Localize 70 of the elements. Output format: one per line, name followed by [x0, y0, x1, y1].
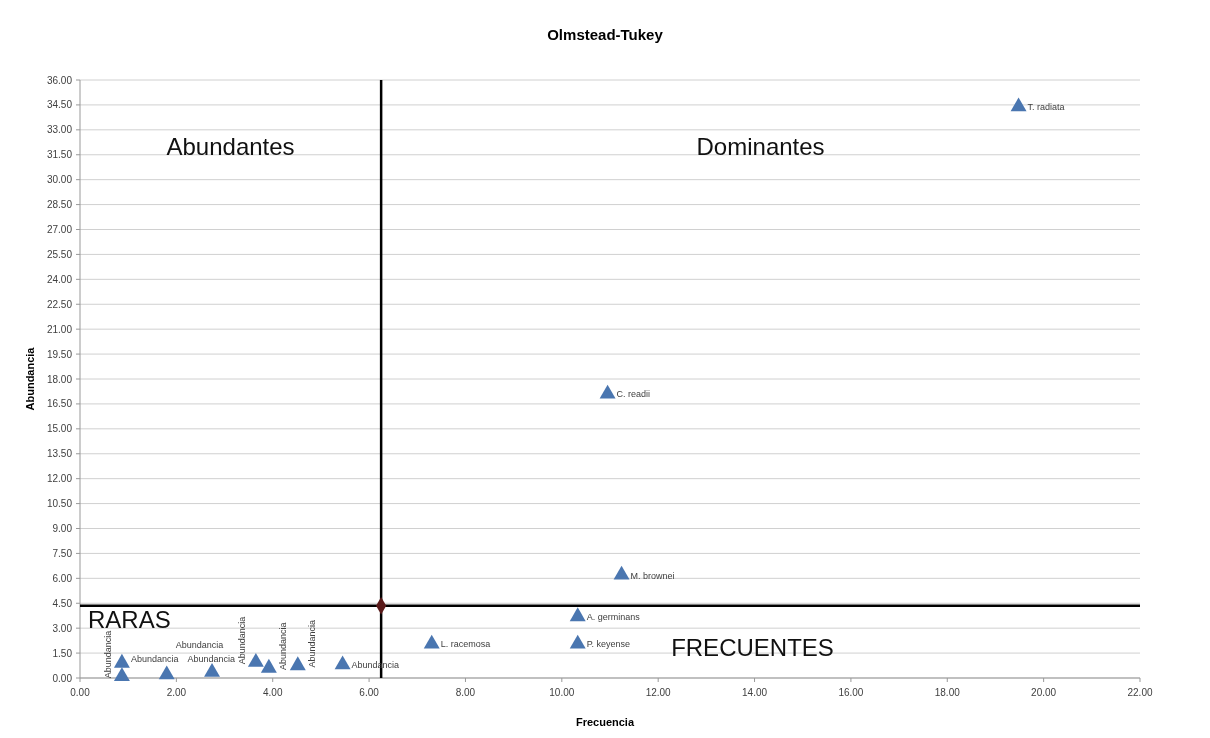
y-tick-label: 36.00: [46, 74, 73, 86]
y-tick-label: 28.50: [46, 199, 73, 211]
series-label: A. germinans: [586, 612, 641, 623]
point: [599, 384, 616, 399]
y-tick-label: 27.00: [46, 224, 73, 235]
y-tick-label: 3.00: [52, 622, 73, 634]
y-tick-label: 13.50: [46, 448, 73, 460]
annotation: FRECUENTES: [671, 633, 834, 661]
point: [260, 658, 277, 673]
annotation: Abundantes: [166, 133, 295, 160]
point: [247, 653, 264, 667]
y-axis-title: Abundancia: [24, 346, 36, 411]
y-tick-label: 15.00: [46, 423, 73, 435]
point: [158, 665, 175, 680]
point: [334, 655, 351, 670]
point: [613, 565, 630, 580]
point: [569, 607, 586, 622]
y-tick-label: 33.00: [46, 124, 73, 136]
x-tick-label: 16.00: [838, 687, 864, 698]
x-tick-label: 14.00: [742, 687, 768, 698]
y-tick-label: 9.00: [52, 523, 73, 534]
x-axis-title: Frecuencia: [575, 716, 635, 728]
y-tick-label: 0.00: [52, 672, 73, 684]
series-label: M. brownei: [630, 570, 675, 581]
y-tick-label: 18.00: [46, 373, 73, 385]
point: [1010, 97, 1027, 112]
x-tick-label: 4.00: [262, 687, 283, 698]
y-tick-label: 16.50: [46, 398, 73, 410]
annotation: Dominantes: [696, 133, 825, 160]
point: [113, 667, 130, 681]
x-tick-label: 12.00: [645, 687, 672, 698]
y-tick-label: 6.00: [52, 572, 73, 584]
text: Abundancia: [102, 630, 113, 679]
point: [423, 634, 440, 649]
y-tick-label: 1.50: [52, 647, 73, 659]
point: [569, 634, 586, 649]
y-tick-label: 22.50: [46, 298, 73, 310]
y-tick-label: 4.50: [52, 597, 73, 609]
series-label: Abundancia: [130, 653, 179, 664]
point: [113, 653, 130, 668]
series-label: C. readii: [616, 389, 651, 400]
y-tick-label: 21.00: [46, 323, 73, 335]
point: [204, 662, 220, 677]
y-tick-label: 24.00: [46, 273, 73, 285]
text: Abundancia: [236, 616, 247, 665]
x-tick-label: 22.00: [1127, 687, 1153, 698]
chart-title: Olmstead-Tukey: [547, 26, 664, 43]
y-tick-label: 25.50: [46, 248, 73, 260]
y-tick-label: 7.50: [52, 547, 73, 559]
series-label: T. radiata: [1027, 102, 1065, 113]
x-tick-label: 2.00: [166, 687, 187, 698]
y-tick-label: 19.50: [46, 348, 73, 360]
series-label: Abundancia: [187, 653, 236, 664]
y-tick-label: 12.00: [46, 473, 73, 485]
x-tick-label: 8.00: [455, 687, 476, 698]
series-label: P. keyense: [586, 639, 631, 650]
text: Abundancia: [306, 619, 317, 668]
series-label: Abundancia: [175, 640, 224, 651]
point: [289, 656, 306, 671]
text: Abundancia: [277, 622, 288, 671]
x-tick-label: 0.00: [70, 687, 91, 698]
series-label: L. racemosa: [440, 639, 491, 650]
y-tick-label: 34.50: [46, 99, 73, 111]
y-tick-label: 10.50: [46, 498, 73, 510]
y-tick-label: 30.00: [46, 174, 73, 186]
y-tick-label: 31.50: [46, 149, 73, 161]
x-tick-label: 18.00: [934, 687, 961, 698]
x-tick-label: 20.00: [1031, 687, 1057, 698]
x-tick-label: 6.00: [359, 687, 380, 698]
x-tick-label: 10.00: [549, 687, 575, 698]
